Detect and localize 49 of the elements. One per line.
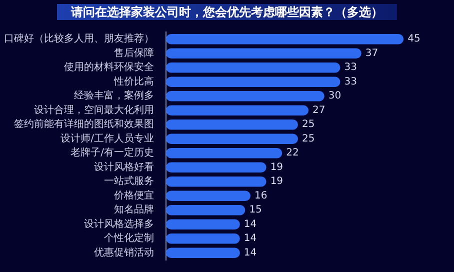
y-tick-label: 签约前能有详细的图纸和效果图 xyxy=(14,118,154,130)
bar xyxy=(166,176,266,187)
data-label: 30 xyxy=(328,90,342,102)
y-tick-label: 个性化定制 xyxy=(104,232,154,244)
data-label: 19 xyxy=(270,176,284,188)
y-tick-label: 设计师/工作人员专业 xyxy=(60,132,154,144)
bar xyxy=(166,34,404,44)
chart-title: 请问在选择家装公司时，您会优先考虑哪些因素？（多选） xyxy=(57,4,397,20)
bar xyxy=(166,134,298,144)
y-tick-label: 设计风格选择多 xyxy=(84,218,154,230)
y-tick-label: 售后保障 xyxy=(114,46,154,59)
data-label: 22 xyxy=(286,148,299,159)
y-tick-label: 使用的材料环保安全 xyxy=(64,61,154,74)
bar xyxy=(166,119,298,130)
data-label: 37 xyxy=(365,48,378,59)
y-tick-label: 老牌子/有一定历史 xyxy=(70,146,154,159)
data-label: 45 xyxy=(408,34,420,45)
y-tick-label: 设计合理，空间最大化利用 xyxy=(34,104,154,116)
bar xyxy=(166,219,240,230)
bar xyxy=(166,105,309,116)
bar xyxy=(166,90,324,102)
bar xyxy=(166,162,266,173)
data-label: 27 xyxy=(312,104,326,116)
bar xyxy=(166,233,240,244)
y-tick-label: 设计风格好看 xyxy=(94,160,154,173)
data-label: 14 xyxy=(244,218,257,230)
data-label: 14 xyxy=(244,247,257,258)
y-tick-label: 价格便宜 xyxy=(113,189,154,202)
y-tick-label: 知名品牌 xyxy=(114,204,154,216)
bar xyxy=(166,62,340,73)
y-tick-label: 一站式服务 xyxy=(104,175,154,188)
bar xyxy=(166,204,246,216)
data-label: 15 xyxy=(249,204,262,216)
y-tick-label: 优惠促销活动 xyxy=(94,246,154,258)
data-label: 14 xyxy=(244,233,257,244)
bar xyxy=(166,148,282,158)
bar xyxy=(166,48,362,59)
data-label: 33 xyxy=(344,76,357,88)
data-label: 25 xyxy=(302,133,315,144)
y-tick-label: 性价比高 xyxy=(113,75,154,88)
y-tick-label: 经验丰富，案例多 xyxy=(74,90,154,102)
data-label: 25 xyxy=(302,119,315,130)
bar xyxy=(166,248,240,258)
data-label: 19 xyxy=(270,162,284,173)
bar xyxy=(166,76,340,88)
data-label: 33 xyxy=(344,62,357,74)
data-label: 16 xyxy=(254,190,268,202)
y-tick-label: 口碑好（比较多人用、朋友推荐） xyxy=(4,32,154,45)
bar xyxy=(166,190,250,202)
